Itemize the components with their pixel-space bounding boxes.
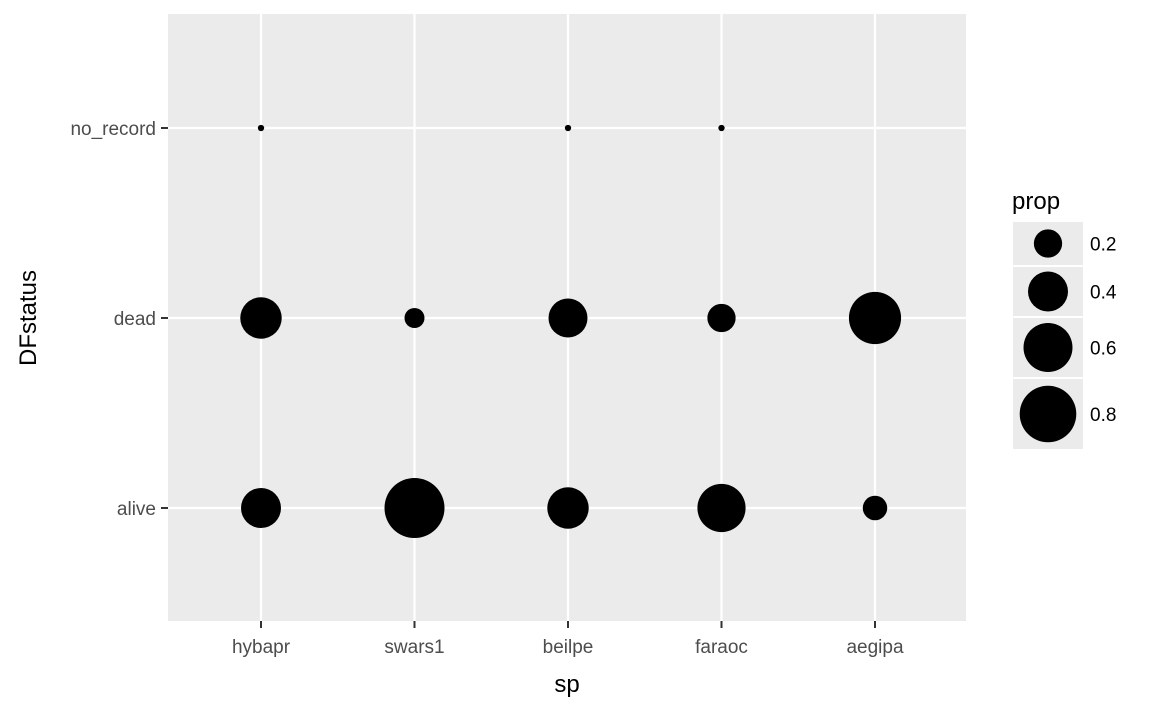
legend-key-symbol (1033, 229, 1063, 258)
axis-ticks (161, 127, 876, 628)
x-tick-label: aegipa (846, 637, 903, 658)
data-point (257, 124, 265, 132)
legend-key-symbol (1019, 385, 1077, 443)
x-tick-label: swars1 (384, 637, 444, 658)
data-point (384, 478, 445, 538)
data-point (404, 308, 425, 328)
data-points (240, 124, 902, 538)
legend-keys: 0.2 0.4 0.6 0.8 (1013, 222, 1117, 449)
legend-label: 0.2 (1090, 235, 1116, 256)
legend-key-symbol (1028, 271, 1068, 312)
y-tick-label: alive (117, 499, 156, 520)
data-point (707, 303, 736, 333)
data-point (564, 124, 572, 132)
x-tick-label: hybapr (232, 637, 291, 658)
data-point (547, 487, 589, 529)
y-tick-label: dead (114, 309, 156, 330)
x-tick-labels: hybapr swars1 beilpe faraoc aegipa (232, 637, 904, 658)
data-point (548, 298, 588, 338)
x-tick-label: faraoc (695, 637, 748, 658)
x-tick-label: beilpe (543, 637, 594, 658)
data-point (241, 488, 281, 528)
legend-label: 0.6 (1090, 339, 1116, 360)
data-point (240, 297, 282, 339)
y-tick-labels: alive dead no_record (70, 119, 156, 520)
legend-key-symbol (1023, 323, 1073, 372)
data-point (862, 495, 888, 521)
legend: prop 0.2 0.4 0.6 0.8 (1012, 188, 1117, 449)
y-tick-label: no_record (70, 119, 156, 140)
y-axis-title: DFstatus (15, 270, 42, 366)
data-point (697, 483, 746, 533)
data-point (848, 291, 902, 345)
legend-title: prop (1012, 188, 1060, 215)
legend-label: 0.8 (1090, 405, 1116, 426)
legend-label: 0.4 (1090, 283, 1117, 304)
data-point (718, 124, 725, 132)
x-axis-title: sp (554, 671, 579, 698)
